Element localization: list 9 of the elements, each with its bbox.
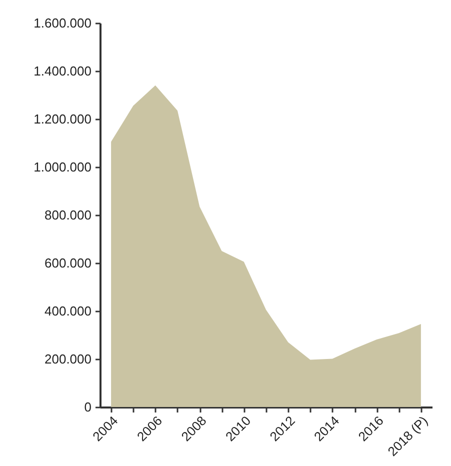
y-tick-label: 1.600.000: [34, 16, 92, 30]
y-tick-label: 1.000.000: [34, 160, 92, 174]
y-tick-label: 0: [84, 400, 92, 414]
y-tick-label: 800.000: [44, 208, 92, 222]
y-tick-label: 1.200.000: [34, 112, 92, 126]
y-tick-label: 1.400.000: [34, 64, 92, 78]
y-tick-label: 200.000: [44, 352, 92, 366]
y-tick-label: 400.000: [44, 304, 92, 318]
y-tick-label: 600.000: [44, 256, 92, 270]
